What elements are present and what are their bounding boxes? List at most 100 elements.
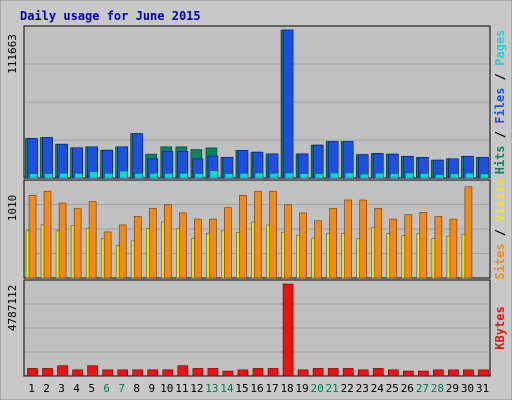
bar-kbytes — [267, 368, 279, 377]
bar-kbytes — [42, 368, 53, 377]
legend-entry: Pages — [493, 30, 507, 66]
bar-kbytes — [387, 369, 399, 377]
bar-files — [312, 144, 324, 179]
bar-sites — [148, 208, 157, 279]
bar-sites — [404, 214, 413, 279]
bar-sites — [419, 212, 428, 279]
x-tick-label: 2 — [43, 382, 50, 395]
legend-entry: Hits — [493, 145, 507, 174]
bar-pages — [254, 172, 264, 179]
bar-kbytes — [162, 369, 174, 377]
bar-kbytes — [117, 369, 129, 377]
bar-kbytes — [327, 368, 339, 377]
bar-sites — [359, 199, 368, 279]
bar-kbytes — [297, 369, 309, 377]
bar-kbytes — [87, 365, 98, 377]
x-tick-label: 3 — [58, 382, 65, 395]
bar-sites — [344, 199, 352, 279]
x-tick-label: 9 — [148, 382, 155, 395]
legend-separator: / — [493, 124, 507, 146]
y-max-label: 111663 — [6, 34, 19, 74]
bar-kbytes — [372, 368, 384, 377]
bar-sites — [314, 220, 322, 279]
bar-sites — [284, 204, 292, 279]
bar-sites — [299, 212, 307, 279]
x-tick-label: 4 — [73, 382, 80, 395]
bar-kbytes — [252, 368, 264, 377]
bar-sites — [434, 216, 443, 279]
bar-pages — [44, 173, 53, 179]
x-tick-label: 24 — [371, 382, 385, 395]
bar-files — [132, 133, 144, 179]
x-tick-label: 19 — [295, 382, 308, 395]
x-tick-label: 1 — [28, 382, 35, 395]
bar-files — [42, 137, 53, 179]
x-tick-label: 22 — [341, 382, 354, 395]
bar-sites — [224, 207, 232, 279]
bar-sites — [194, 218, 202, 279]
bar-pages — [405, 172, 414, 179]
bar-pages — [374, 172, 384, 179]
x-tick-label: 18 — [280, 382, 293, 395]
bar-pages — [359, 173, 369, 179]
x-tick-label: 21 — [326, 382, 339, 395]
bar-pages — [164, 173, 174, 179]
x-tick-label: 10 — [160, 382, 173, 395]
legend-kbytes: KBytes — [493, 306, 507, 349]
bar-sites — [374, 208, 383, 279]
bar-sites — [28, 195, 37, 279]
legend-entry: Sites — [493, 243, 507, 279]
bar-pages — [134, 173, 144, 179]
bar-sites — [389, 218, 398, 279]
x-tick-label: 16 — [250, 382, 263, 395]
bar-kbytes — [192, 368, 204, 377]
bar-kbytes — [342, 368, 354, 377]
bar-sites — [103, 231, 112, 279]
x-tick-label: 29 — [446, 382, 459, 395]
panel-hits-files-pages: 111663 Hits / Files / Pages — [6, 25, 507, 179]
x-tick-label: 27 — [416, 382, 429, 395]
bar-kbytes — [418, 370, 429, 377]
bar-pages — [179, 173, 189, 179]
x-tick-label: 14 — [220, 382, 234, 395]
bar-kbytes — [433, 369, 444, 377]
legend-hits-files-pages: Hits / Files / Pages — [493, 30, 507, 175]
chart-title: Daily usage for June 2015 — [20, 9, 201, 23]
bar-pages — [450, 173, 459, 179]
x-tick-label: 23 — [356, 382, 369, 395]
bar-pages — [89, 171, 98, 179]
bar-pages — [465, 172, 474, 179]
bar-pages — [389, 173, 399, 179]
bar-pages — [194, 173, 204, 179]
bar-sites — [118, 224, 127, 279]
bar-kbytes — [478, 369, 489, 377]
bar-sites — [329, 208, 337, 279]
bar-sites — [239, 195, 247, 279]
x-tick-label: 6 — [103, 382, 110, 395]
bar-sites — [133, 216, 142, 279]
bar-sites — [269, 191, 277, 279]
legend-separator: / — [493, 66, 507, 88]
bar-pages — [239, 173, 249, 179]
x-tick-label: 31 — [476, 382, 489, 395]
y-max-label: 1010 — [6, 195, 19, 222]
bar-pages — [284, 172, 294, 179]
bar-files — [342, 141, 354, 179]
bar-kbytes — [207, 368, 219, 377]
bar-kbytes — [222, 370, 234, 377]
bar-sites — [449, 218, 458, 279]
y-max-label: 4787112 — [6, 285, 19, 331]
x-tick-label: 15 — [235, 382, 248, 395]
x-tick-label: 11 — [175, 382, 188, 395]
bar-pages — [74, 173, 83, 179]
x-tick-label: 7 — [118, 382, 125, 395]
bar-kbytes — [357, 369, 369, 377]
bar-pages — [149, 173, 159, 179]
x-tick-label: 20 — [311, 382, 324, 395]
bar-kbytes — [102, 369, 113, 377]
bar-kbytes — [237, 369, 249, 377]
bar-pages — [314, 173, 324, 179]
x-tick-label: 17 — [265, 382, 278, 395]
bar-sites — [88, 201, 97, 279]
bar-pages — [420, 173, 429, 179]
